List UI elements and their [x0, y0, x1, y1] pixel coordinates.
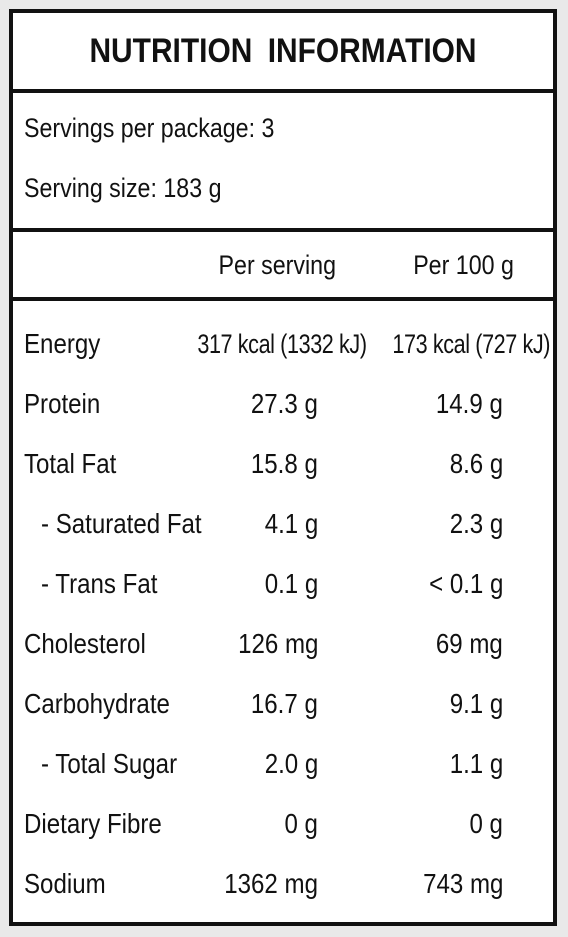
value-per-serving: 0.1 g [264, 568, 318, 599]
nutrient-row-carbohydrate: Carbohydrate 16.7 g 9.1 g [13, 674, 553, 734]
value-per-serving: 15.8 g [251, 448, 318, 479]
nutrient-row-total-sugar: - Total Sugar 2.0 g 1.1 g [13, 734, 553, 794]
value-per-100g: 2.3 g [449, 508, 503, 539]
divider [13, 297, 553, 301]
divider [13, 228, 553, 232]
value-per-100g: 743 mg [422, 868, 503, 899]
nutrient-name: Carbohydrate [24, 688, 170, 719]
value-per-serving: 2.0 g [264, 748, 318, 779]
column-header-per-100g: Per 100 g [413, 250, 514, 280]
nutrient-row-sodium: Sodium 1362 mg 743 mg [13, 854, 553, 914]
nutrient-name: Sodium [24, 868, 106, 899]
value-per-100g: 0 g [469, 808, 503, 839]
nutrient-row-dietary-fibre: Dietary Fibre 0 g 0 g [13, 794, 553, 854]
nutrient-row-saturated-fat: - Saturated Fat 4.1 g 2.3 g [13, 494, 553, 554]
nutrient-name: - Total Sugar [41, 748, 178, 779]
nutrient-name: Cholesterol [24, 628, 146, 659]
nutrient-row-trans-fat: - Trans Fat 0.1 g < 0.1 g [13, 554, 553, 614]
value-per-100g: 173 kcal (727 kJ) [392, 329, 550, 359]
nutrient-name: Protein [24, 388, 101, 419]
value-per-serving: 317 kcal (1332 kJ) [197, 329, 368, 359]
value-per-100g: < 0.1 g [428, 568, 503, 599]
nutrient-row-protein: Protein 27.3 g 14.9 g [13, 374, 553, 434]
nutrient-row-energy: Energy 317 kcal (1332 kJ) 173 kcal (727 … [13, 314, 553, 374]
nutrition-label: NUTRITION INFORMATION Servings per packa… [9, 9, 557, 926]
value-per-serving: 0 g [284, 808, 318, 839]
nutrient-name: Total Fat [24, 448, 117, 479]
nutrient-name: - Saturated Fat [41, 508, 202, 539]
value-per-serving: 27.3 g [251, 388, 318, 419]
servings-per-package: Servings per package: 3 [24, 113, 275, 143]
nutrient-name: - Trans Fat [41, 568, 158, 599]
nutrient-row-total-fat: Total Fat 15.8 g 8.6 g [13, 434, 553, 494]
value-per-100g: 9.1 g [449, 688, 503, 719]
value-per-serving: 126 mg [237, 628, 318, 659]
value-per-100g: 1.1 g [449, 748, 503, 779]
value-per-100g: 14.9 g [436, 388, 503, 419]
value-per-serving: 4.1 g [264, 508, 318, 539]
column-header-per-serving: Per serving [218, 250, 337, 280]
value-per-serving: 1362 mg [224, 868, 318, 899]
nutrient-row-cholesterol: Cholesterol 126 mg 69 mg [13, 614, 553, 674]
nutrient-name: Dietary Fibre [24, 808, 162, 839]
nutrient-name: Energy [24, 328, 101, 359]
value-per-serving: 16.7 g [251, 688, 318, 719]
serving-size: Serving size: 183 g [24, 173, 222, 203]
divider [13, 89, 553, 93]
value-per-100g: 8.6 g [449, 448, 503, 479]
label-title: NUTRITION INFORMATION [89, 31, 477, 70]
value-per-100g: 69 mg [436, 628, 503, 659]
